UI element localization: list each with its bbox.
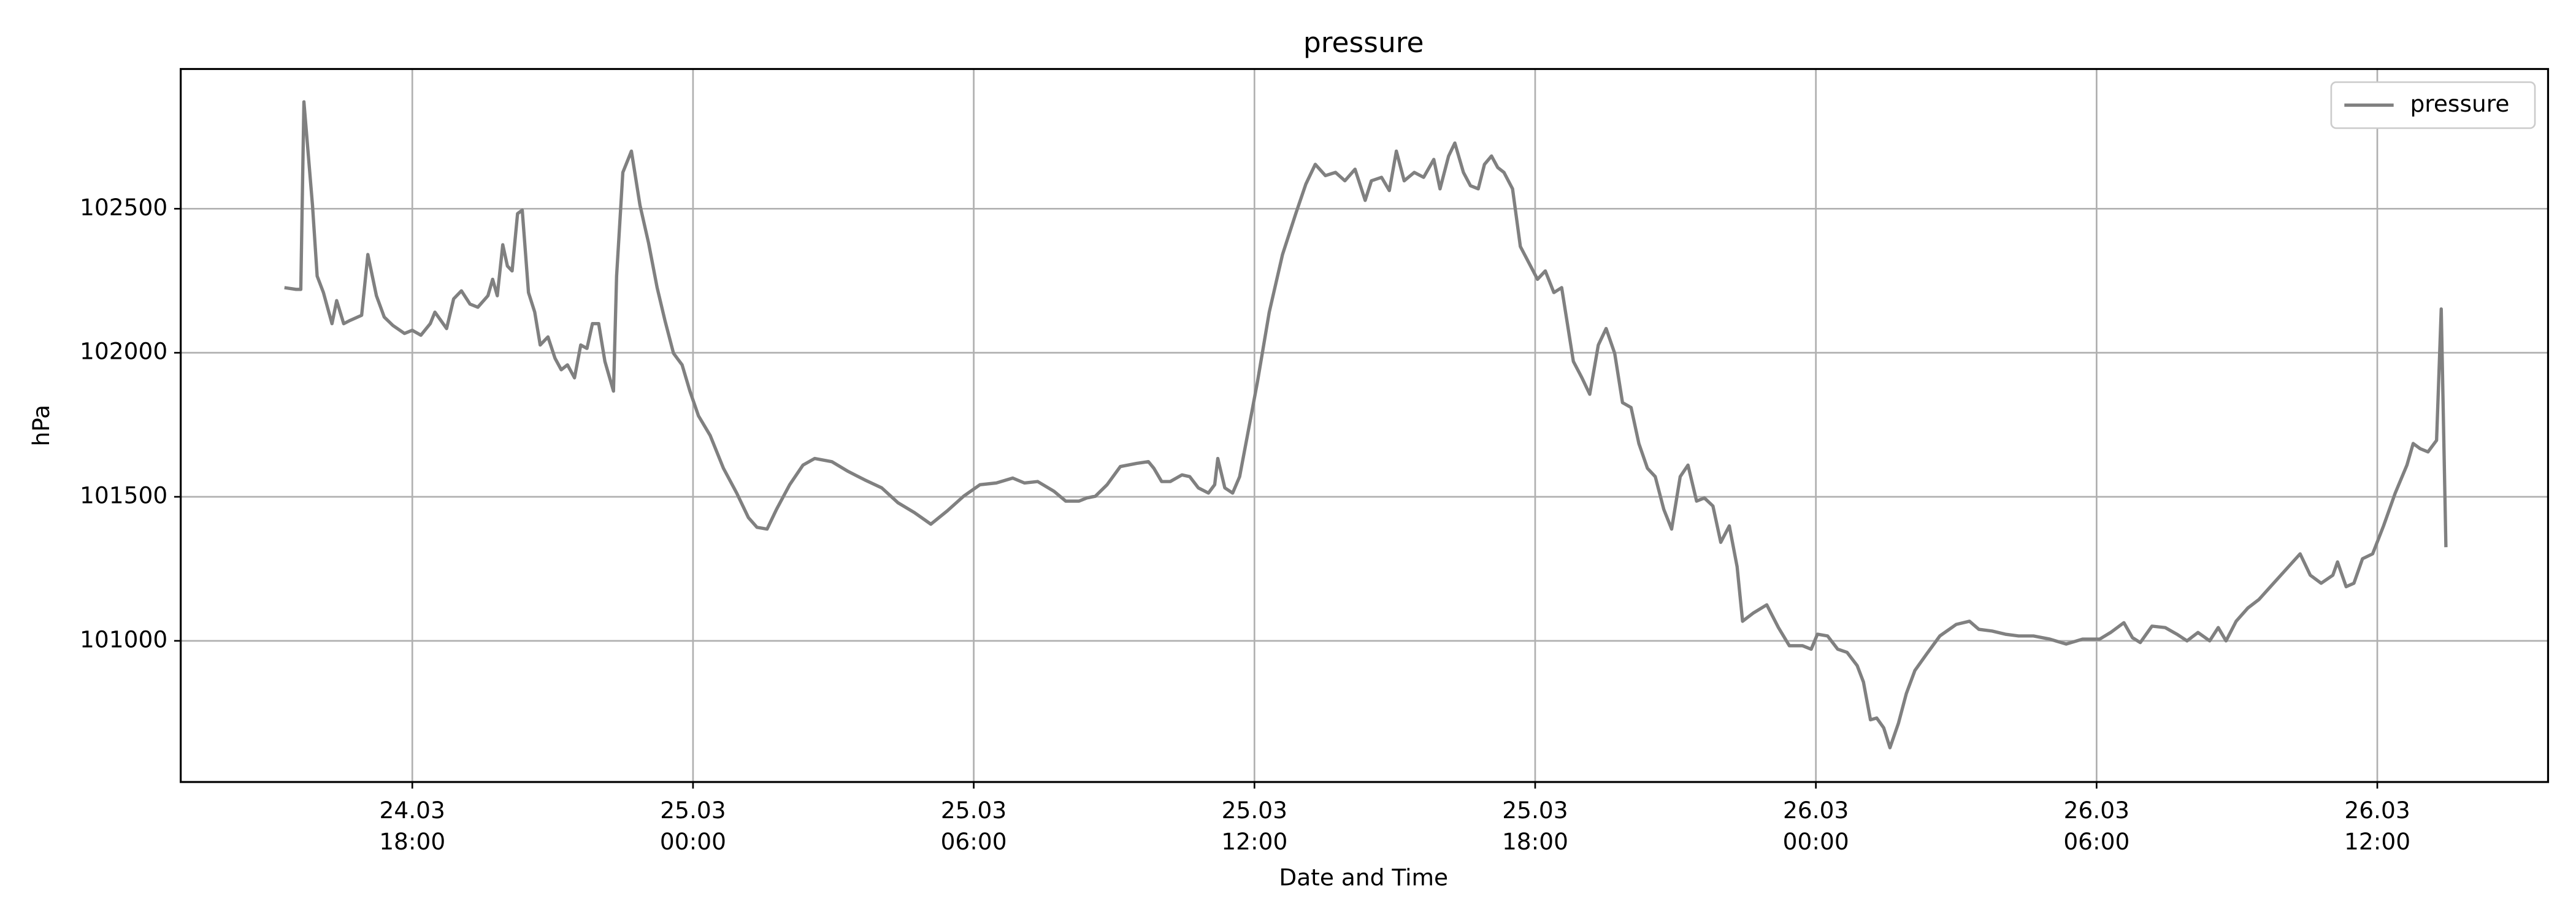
x-tick-label-line: 25.03: [1502, 797, 1568, 824]
x-tick-label-line: 25.03: [1222, 797, 1287, 824]
x-tick-label-line: 00:00: [1783, 828, 1849, 855]
line: [284, 100, 2448, 749]
x-tick-label: 25.03 18:00: [1502, 797, 1568, 855]
x-tick-label-line: 12:00: [1221, 828, 1287, 855]
x-tick-label-line: 18:00: [1502, 828, 1568, 855]
x-tick-label: 26.03 00:00: [1783, 797, 1849, 855]
x-tick-label-line: 26.03: [1783, 797, 1849, 824]
x-tick-label-line: 00:00: [660, 828, 726, 855]
y-tick-label: 101000: [80, 626, 167, 653]
x-tick-label-line: 26.03: [2344, 797, 2410, 824]
x-tick-label: 25.03 12:00: [1221, 797, 1287, 855]
x-tick-label: 24.03 18:00: [379, 797, 445, 855]
x-tick-label-line: 25.03: [941, 797, 1006, 824]
x-tick-label-line: 06:00: [941, 828, 1007, 855]
x-tick-label: 26.03 12:00: [2344, 797, 2410, 855]
y-tick-label: 102000: [80, 338, 167, 365]
y-tick-label: 101500: [80, 482, 167, 509]
legend-label: pressure: [2410, 90, 2509, 117]
x-tick-label: 25.03 00:00: [660, 797, 726, 855]
plot-frame: [180, 67, 2550, 783]
x-tick-label: 26.03 06:00: [2063, 797, 2129, 855]
x-tick-label-line: 12:00: [2344, 828, 2410, 855]
x-tick-label-line: 25.03: [660, 797, 726, 824]
y-tick-label: 102500: [80, 194, 167, 221]
x-tick-label-line: 24.03: [380, 797, 445, 824]
x-tick-label-line: 26.03: [2064, 797, 2129, 824]
y-axis-label: hPa: [28, 405, 55, 447]
x-tick-label: 25.03 06:00: [941, 797, 1007, 855]
x-axis-label: Date and Time: [1279, 864, 1448, 891]
chart-title: pressure: [1303, 26, 1424, 59]
legend-box: [2330, 81, 2536, 129]
x-tick-label-line: 06:00: [2063, 828, 2129, 855]
x-tick-label-line: 18:00: [379, 828, 445, 855]
